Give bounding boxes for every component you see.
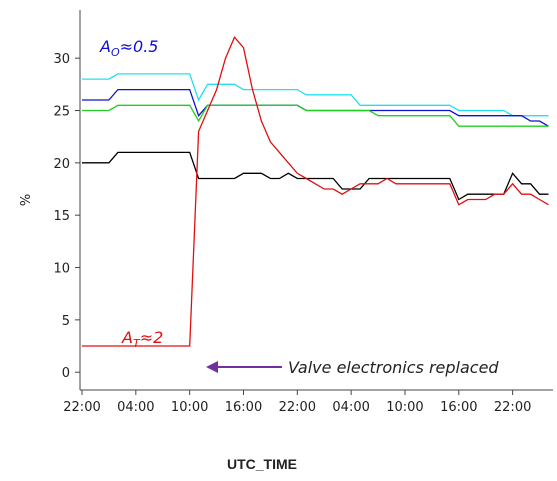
y-tick-label: 25 [53, 104, 70, 119]
annotation-part: A [121, 328, 133, 347]
x-tick-label: 22:00 [279, 400, 316, 415]
y-tick-label: 15 [53, 209, 70, 224]
series-line [82, 35, 549, 347]
y-tick-label: 20 [53, 157, 70, 172]
series-line [82, 73, 549, 117]
series-line [82, 104, 549, 127]
y-axis-label: % [19, 194, 34, 206]
x-axis-label: UTC_TIME [227, 456, 297, 472]
x-tick-label: 10:00 [171, 400, 208, 415]
y-tick-label: 5 [62, 314, 70, 329]
x-tick-label: 22:00 [63, 400, 100, 415]
x-tick-label: 04:00 [117, 400, 154, 415]
annotation-sub: O [111, 46, 120, 59]
y-tick-label: 30 [53, 52, 70, 67]
annotation-part: ≈0.5 [120, 37, 159, 56]
annotation-part: A [99, 37, 111, 56]
x-tick-label: 04:00 [332, 400, 369, 415]
annotation-sub: T [133, 337, 141, 350]
x-tick-label: 22:00 [494, 400, 531, 415]
x-tick-label: 10:00 [386, 400, 423, 415]
y-tick-label: 10 [53, 262, 70, 277]
arrow-head [206, 361, 218, 373]
annotation: AT≈2 [121, 328, 163, 350]
x-tick-label: 16:00 [225, 400, 262, 415]
annotation-part: ≈2 [140, 328, 164, 347]
y-tick-label: 0 [62, 366, 70, 381]
series-line [82, 151, 549, 201]
x-tick-label: 16:00 [440, 400, 477, 415]
annotation: AO≈0.5 [99, 37, 158, 59]
annotation: Valve electronics replaced [288, 358, 499, 377]
